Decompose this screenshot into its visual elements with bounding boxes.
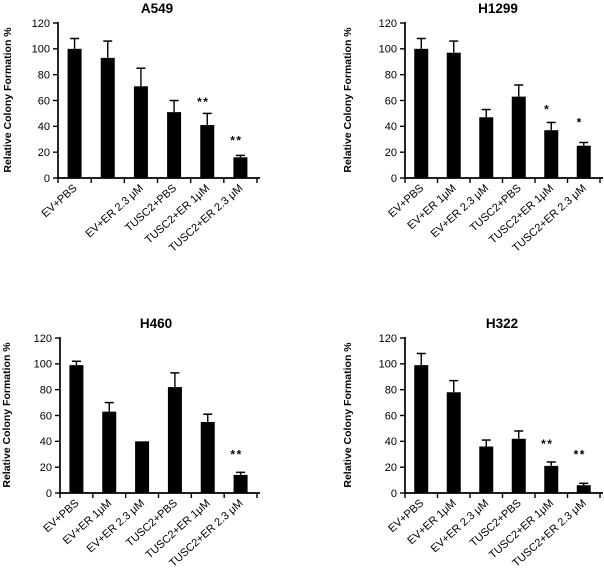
chart-title: H1299 (478, 1, 518, 16)
chart-h460: H460 Relative Colony Formation % 0 20 40 60 80… (1, 316, 260, 570)
y-tick-label: 80 (38, 69, 50, 81)
y-tick-label: 100 (34, 359, 52, 371)
y-tick-label: 40 (38, 121, 50, 133)
y-tick-label: 100 (32, 44, 50, 56)
significance-marker: ** (197, 95, 209, 109)
bar (511, 438, 526, 493)
bar (167, 112, 182, 178)
y-axis-label: Relative Colony Formation % (342, 27, 354, 173)
y-tick-label: 60 (385, 95, 397, 107)
y-tick-label: 20 (385, 462, 397, 474)
chart-h1299: H1299 Relative Colony Formation % 0 20 40 60 8… (342, 1, 603, 255)
chart-panel-top-left: A549 Relative Colony Formation % 0 20 40 60 80… (0, 0, 302, 290)
x-tick-label: EV+ER 2.3 μM (85, 497, 147, 555)
bar (67, 48, 82, 179)
y-tick-label: 20 (38, 147, 50, 159)
significance-marker: * (577, 116, 583, 130)
bar (414, 365, 429, 493)
y-tick-label: 0 (46, 488, 52, 500)
bar (446, 52, 461, 179)
bar (544, 465, 559, 493)
y-axis-label: Relative Colony Formation % (1, 342, 13, 488)
x-tick-label: EV+ER 2.3 μM (429, 182, 491, 240)
y-tick-label: 0 (391, 488, 397, 500)
significance-marker: ** (230, 447, 242, 461)
chart-title: A549 (141, 1, 173, 16)
significance-marker: ** (230, 134, 242, 148)
bar (167, 387, 182, 493)
y-tick-label: 40 (385, 121, 397, 133)
chart-h322: H322 Relative Colony Formation % 0 20 40 60 80… (342, 316, 603, 570)
x-tick-label: EV+ER 2.3 μM (83, 182, 145, 240)
bar (479, 117, 494, 178)
bar (576, 145, 591, 178)
bar (102, 411, 117, 493)
y-tick-label: 0 (391, 173, 397, 185)
bar (576, 485, 591, 493)
x-tick-label: EV+PBS (40, 182, 80, 220)
y-tick-label: 120 (379, 333, 397, 345)
y-tick-label: 100 (379, 359, 397, 371)
bar (446, 392, 461, 493)
bar (135, 441, 150, 493)
y-tick-label: 120 (379, 18, 397, 30)
bar (133, 86, 148, 178)
y-axis-label: Relative Colony Formation % (2, 27, 14, 173)
significance-marker: ** (541, 437, 553, 451)
y-tick-label: 40 (385, 436, 397, 448)
y-tick-label: 80 (40, 384, 52, 396)
y-tick-label: 60 (40, 410, 52, 422)
bar (544, 130, 559, 178)
bar (69, 365, 84, 493)
bar (233, 474, 248, 493)
x-tick-label: EV+ER 2.3 μM (429, 497, 491, 555)
y-tick-label: 100 (379, 44, 397, 56)
chart-title: H460 (140, 316, 172, 331)
y-tick-label: 80 (385, 69, 397, 81)
chart-panel-top-right: H1299 Relative Colony Formation % 0 20 40 60 8… (302, 0, 604, 290)
y-tick-label: 80 (385, 384, 397, 396)
y-tick-label: 120 (34, 333, 52, 345)
bar (511, 96, 526, 178)
y-tick-label: 60 (38, 95, 50, 107)
y-tick-label: 120 (32, 18, 50, 30)
y-tick-label: 0 (44, 173, 50, 185)
chart-panel-bottom-left: H460 Relative Colony Formation % 0 20 40 60 80… (0, 285, 302, 571)
bar (200, 421, 215, 493)
chart-a549: A549 Relative Colony Formation % 0 20 40 60 80… (2, 1, 260, 255)
significance-marker: ** (574, 447, 586, 461)
y-tick-label: 20 (385, 147, 397, 159)
bar (233, 157, 248, 178)
y-tick-label: 20 (40, 462, 52, 474)
bar (100, 57, 115, 178)
y-axis-label: Relative Colony Formation % (342, 342, 354, 488)
bar (200, 125, 215, 178)
chart-panel-bottom-right: H322 Relative Colony Formation % 0 20 40 60 80… (302, 285, 604, 571)
significance-marker: * (544, 103, 550, 117)
chart-title: H322 (486, 316, 518, 331)
bar (479, 446, 494, 493)
bar (414, 48, 429, 179)
y-tick-label: 40 (40, 436, 52, 448)
y-tick-label: 60 (385, 410, 397, 422)
